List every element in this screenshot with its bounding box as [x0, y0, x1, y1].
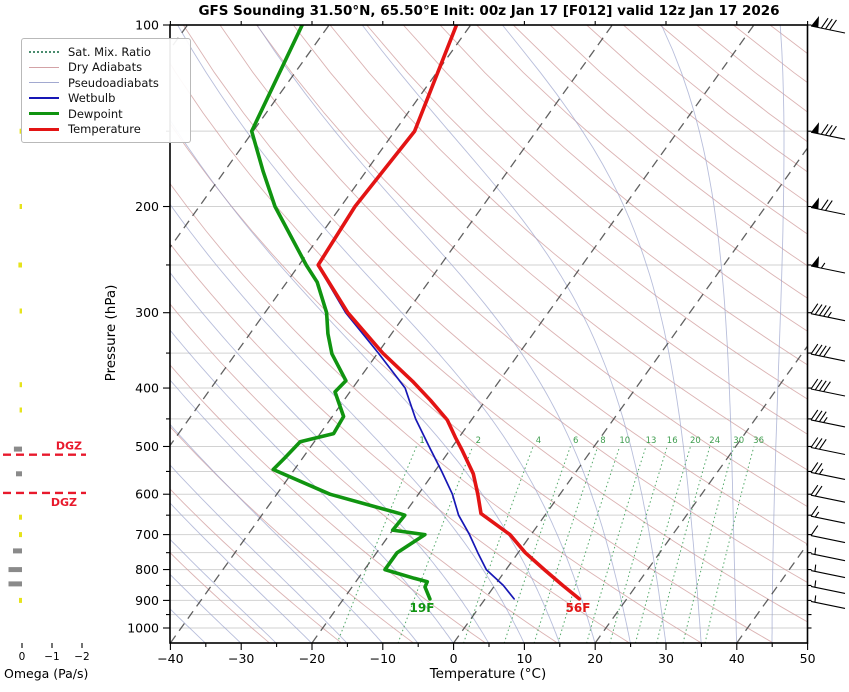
legend-swatch: [29, 127, 59, 131]
legend-swatch: [29, 66, 59, 68]
dgz-markers: DGZ DGZ: [3, 440, 86, 509]
legend-item-0: Sat. Mix. Ratio: [29, 44, 183, 60]
legend-label: Pseudoadiabats: [68, 75, 159, 90]
wind-barb: [810, 343, 846, 362]
wind-barb: [810, 462, 846, 480]
svg-text:−30: −30: [228, 651, 254, 666]
legend-swatch: [29, 97, 59, 100]
svg-text:−40: −40: [157, 651, 183, 666]
svg-text:40: 40: [729, 651, 745, 666]
mixing-ratio-labels: 1 2 4 6 8 10 13 16 20 24 30 36: [419, 436, 764, 446]
dewpoint-curve: [249, 25, 432, 601]
wind-barb: [810, 16, 846, 34]
wind-barb: [810, 580, 846, 594]
svg-text:200: 200: [135, 199, 159, 214]
axis-ticks: −40 −30 −20 −10 0 10 20 30 40 50 100 200 300 400 500 60…: [127, 17, 815, 666]
svg-text:300: 300: [135, 305, 159, 320]
temperature-curve: [316, 25, 582, 601]
svg-text:0: 0: [19, 651, 26, 663]
svg-text:−1: −1: [44, 651, 59, 663]
wind-barb: [810, 595, 846, 609]
svg-text:6: 6: [573, 436, 578, 446]
wind-barb: [810, 525, 846, 544]
legend-label: Dewpoint: [68, 106, 123, 121]
svg-text:50: 50: [800, 651, 816, 666]
wind-barbs: [810, 16, 846, 609]
svg-text:500: 500: [135, 439, 159, 454]
svg-text:−10: −10: [370, 651, 396, 666]
surface-temperature-label: 56F: [565, 601, 591, 615]
omega-panel: 0 −1 −2: [8, 128, 90, 663]
legend-swatch: [29, 50, 59, 53]
legend-item-5: Temperature: [29, 122, 183, 138]
svg-text:4: 4: [536, 436, 541, 446]
svg-text:600: 600: [135, 487, 159, 502]
svg-text:1: 1: [419, 436, 424, 446]
x-axis-label: Temperature (°C): [429, 666, 547, 682]
chart-title: GFS Sounding 31.50°N, 65.50°E Init: 00z …: [198, 3, 780, 19]
legend-item-2: Pseudoadiabats: [29, 75, 183, 91]
legend-swatch: [29, 82, 59, 84]
wind-barb: [810, 547, 846, 562]
svg-text:2: 2: [476, 436, 481, 446]
legend-label: Dry Adiabats: [68, 60, 143, 75]
wind-barb: [810, 409, 846, 428]
svg-text:100: 100: [135, 17, 159, 32]
svg-text:24: 24: [709, 436, 720, 446]
wind-barb: [810, 564, 846, 579]
omega-axis-label: Omega (Pa/s): [4, 666, 89, 681]
plot-frame: [169, 24, 809, 644]
svg-text:30: 30: [733, 436, 744, 446]
svg-text:400: 400: [135, 380, 159, 395]
legend-label: Wetbulb: [68, 91, 116, 106]
y-axis-label: Pressure (hPa): [103, 284, 119, 382]
skewt-background: [170, 25, 808, 643]
svg-text:8: 8: [600, 436, 605, 446]
legend-swatch: [29, 112, 59, 116]
svg-text:13: 13: [646, 436, 657, 446]
svg-text:10: 10: [516, 651, 532, 666]
svg-text:36: 36: [753, 436, 764, 446]
svg-text:800: 800: [135, 562, 159, 577]
svg-text:−2: −2: [74, 651, 89, 663]
svg-text:−20: −20: [299, 651, 325, 666]
wind-barb: [810, 505, 846, 524]
svg-text:0: 0: [450, 651, 458, 666]
svg-text:700: 700: [135, 527, 159, 542]
wind-barb: [810, 197, 846, 216]
svg-text:30: 30: [658, 651, 674, 666]
wind-barb: [810, 303, 846, 322]
wind-barb: [810, 378, 846, 397]
svg-text:900: 900: [135, 593, 159, 608]
wind-barb: [810, 437, 846, 456]
legend-item-3: Wetbulb: [29, 91, 183, 107]
legend-label: Sat. Mix. Ratio: [68, 44, 151, 59]
surface-dewpoint-label: 19F: [409, 601, 435, 615]
svg-text:10: 10: [619, 436, 630, 446]
legend: Sat. Mix. Ratio Dry Adiabats Pseudoadiabat…: [21, 38, 191, 143]
dgz-label: DGZ: [51, 496, 77, 509]
svg-text:20: 20: [587, 651, 603, 666]
legend-item-1: Dry Adiabats: [29, 60, 183, 76]
legend-item-4: Dewpoint: [29, 106, 183, 122]
svg-text:20: 20: [690, 436, 701, 446]
wind-barb: [810, 122, 846, 140]
dgz-label: DGZ: [56, 440, 82, 453]
wind-barb: [810, 256, 846, 274]
wind-barb: [810, 484, 846, 503]
svg-text:16: 16: [667, 436, 678, 446]
svg-text:1000: 1000: [127, 620, 159, 635]
legend-label: Temperature: [68, 122, 141, 137]
